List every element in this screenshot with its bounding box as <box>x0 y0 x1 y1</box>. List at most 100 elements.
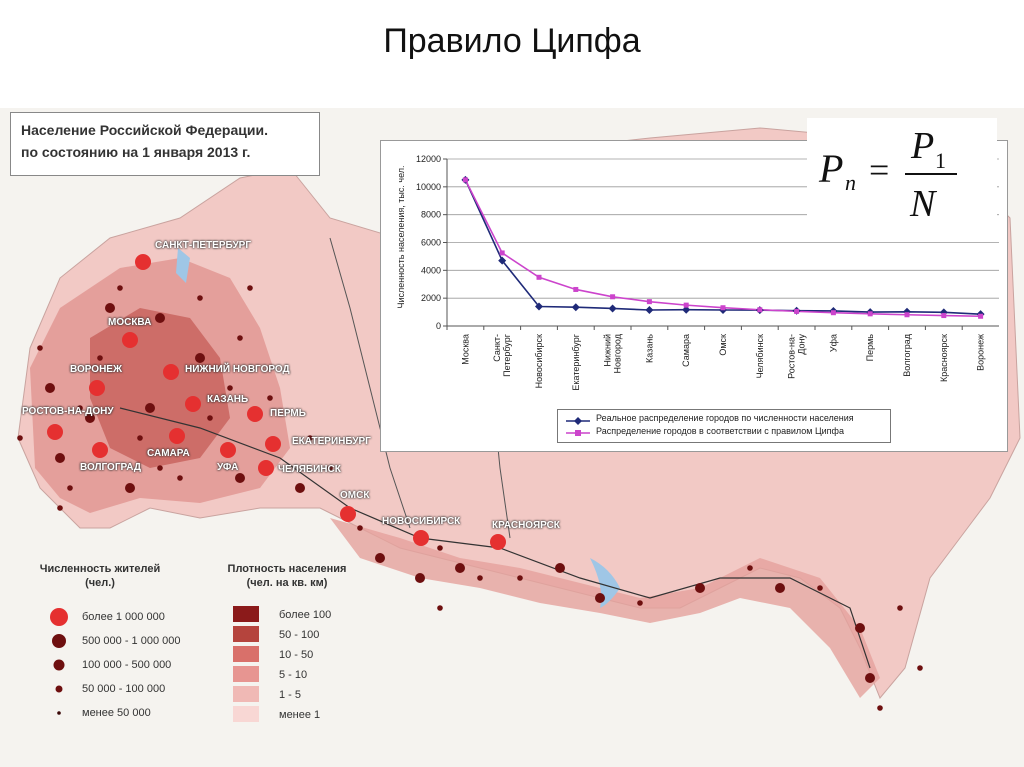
legend-symbol-500k-1m <box>52 634 66 648</box>
map-dot-million-5 <box>247 406 263 422</box>
legend-density-item-5: менее 1 <box>279 709 321 721</box>
city-label-omsk: ОМСК <box>340 490 370 501</box>
city-label-samara: САМАРА <box>147 448 190 459</box>
map-dot-million-3 <box>89 380 105 396</box>
map-dot-small-22 <box>247 285 253 291</box>
chart-ytick-label-0: 0 <box>436 321 441 331</box>
chart-point-s0-3 <box>571 303 580 312</box>
map-dot-small-13 <box>517 575 523 581</box>
map-dot-large-5 <box>235 473 245 483</box>
chart-xtick-label-14: Воронеж <box>976 334 986 371</box>
legend-population-item-2: 100 000 - 500 000 <box>82 659 172 671</box>
chart-ytick-label-2: 4000 <box>421 265 441 275</box>
map-dot-million-4 <box>185 396 201 412</box>
map-dot-small-27 <box>747 565 753 571</box>
chart-legend-real: Реальное распределение городов по числен… <box>596 413 854 423</box>
chart-point-s1-3 <box>573 286 579 292</box>
chart-ytick-label-3: 6000 <box>421 238 441 248</box>
legend-marker-real <box>574 417 582 425</box>
formula-numerator-sub: 1 <box>935 148 946 173</box>
map-dot-large-15 <box>375 553 385 563</box>
formula-denominator: N <box>909 183 938 224</box>
city-label-rostov: РОСТОВ-НА-ДОНУ <box>22 406 114 417</box>
legend-density-item-3: 5 - 10 <box>279 669 308 681</box>
chart-point-s1-12 <box>904 312 910 318</box>
map-dot-large-16 <box>455 563 465 573</box>
slide-title: Правило Ципфа <box>383 22 641 60</box>
map-dot-million-8 <box>169 428 185 444</box>
map-dot-small-5 <box>207 415 213 421</box>
map-dot-small-0 <box>117 285 123 291</box>
chart-point-s1-8 <box>757 307 763 313</box>
formula-lhs-sub: n <box>845 170 856 195</box>
legend-symbol-50k-100k <box>55 685 63 693</box>
map-dot-million-13 <box>413 530 429 546</box>
map-dot-large-12 <box>45 383 55 393</box>
map-dot-large-8 <box>595 593 605 603</box>
city-label-krasnoyarsk: КРАСНОЯРСК <box>492 520 560 531</box>
map-dot-large-18 <box>695 583 705 593</box>
chart-xtick-label-8: Челябинск <box>755 334 765 378</box>
chart-point-s1-13 <box>941 313 947 319</box>
map-dot-small-20 <box>177 475 183 481</box>
map-dot-large-14 <box>195 353 205 363</box>
map-dot-million-10 <box>220 442 236 458</box>
legend-population-item-4: менее 50 000 <box>82 707 151 719</box>
chart-xtick-label-5: Казань <box>644 334 654 363</box>
map-dot-large-17 <box>555 563 565 573</box>
map-dot-million-14 <box>490 534 506 550</box>
legend-density-swatch-0 <box>233 606 259 622</box>
chart-point-s1-5 <box>646 299 652 305</box>
city-label-voronezh: ВОРОНЕЖ <box>70 364 122 375</box>
map-dot-small-4 <box>157 465 163 471</box>
legend-population-item-3: 50 000 - 100 000 <box>82 683 166 695</box>
chart-point-s1-0 <box>462 177 468 183</box>
legend-density-title-line1: Плотность населения <box>227 563 347 575</box>
map-dot-small-2 <box>77 405 83 411</box>
railway-transsib <box>119 407 871 669</box>
map-dot-small-3 <box>67 485 73 491</box>
chart-legend-zipf: Распределение городов в соответствии с п… <box>596 426 844 436</box>
chart-xtick-label-6: Самара <box>681 334 691 367</box>
legend-density-swatch-4 <box>233 686 259 702</box>
map-dot-million-9 <box>92 442 108 458</box>
legend-population-item-0: более 1 000 000 <box>82 611 165 623</box>
map-dot-large-11 <box>865 673 875 683</box>
legend-population-title: Численность жителей (чел.) <box>20 562 180 590</box>
map-title-box: Население Российской Федерации. по состо… <box>10 112 320 176</box>
map-dot-small-14 <box>637 600 643 606</box>
formula-equals: = <box>869 150 889 190</box>
chart-xtick-label-10: Уфа <box>828 334 838 352</box>
chart-xtick-label-7: Омск <box>718 334 728 356</box>
chart-point-s1-1 <box>499 250 505 256</box>
lake-baikal <box>590 558 620 608</box>
legend-density-title-line2: (чел. на кв. км) <box>246 577 328 589</box>
chart-ytick-label-1: 2000 <box>421 293 441 303</box>
formula-graphic: P n = P 1 N <box>818 125 957 224</box>
chart-point-s1-6 <box>683 302 689 308</box>
chart-xtick-label-12: Волгоград <box>902 333 912 376</box>
chart-ytick-label-4: 8000 <box>421 210 441 220</box>
city-label-moscow: МОСКВА <box>108 317 152 328</box>
chart-point-s1-11 <box>867 311 873 317</box>
map-dot-small-21 <box>237 335 243 341</box>
map-dot-small-16 <box>897 605 903 611</box>
legend-density-swatch-3 <box>233 666 259 682</box>
legend-density-item-1: 50 - 100 <box>279 629 320 641</box>
map-dot-million-0 <box>135 254 151 270</box>
chart-point-s1-9 <box>794 308 800 314</box>
city-label-ekaterinburg: ЕКАТЕРИНБУРГ <box>292 436 371 447</box>
chart-point-s1-4 <box>610 294 616 300</box>
lake-ladoga <box>176 248 190 283</box>
map-dot-small-7 <box>267 395 273 401</box>
dense-core-region <box>90 308 230 468</box>
map-dot-small-26 <box>437 605 443 611</box>
chart-legend-swatches <box>566 417 590 436</box>
chart-xtick-label-13: Красноярск <box>939 334 949 382</box>
map-dot-large-1 <box>155 313 165 323</box>
map-dot-small-8 <box>307 435 313 441</box>
map-dot-small-1 <box>97 355 103 361</box>
chart-point-s1-14 <box>978 313 984 319</box>
map-dot-large-4 <box>145 403 155 413</box>
legend-symbol-100k-500k <box>53 659 65 671</box>
